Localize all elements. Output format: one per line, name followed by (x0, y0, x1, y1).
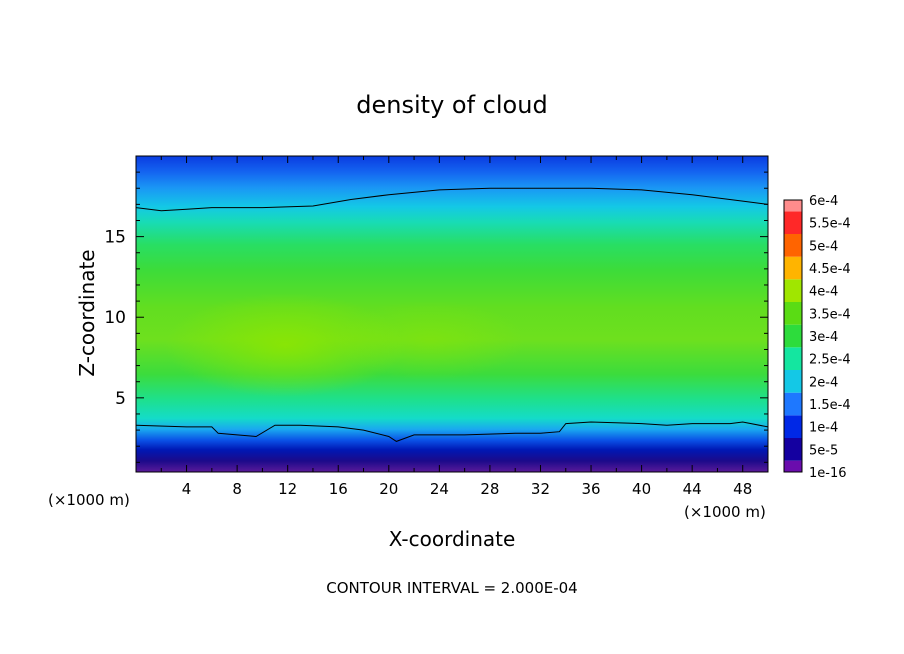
colorbar-label-2.5e-4: 2.5e-4 (809, 353, 851, 368)
colorbar-label-1e-16: 1e-16 (809, 466, 847, 481)
colorbar-label-3.5e-4: 3.5e-4 (809, 307, 851, 322)
colorbar-swatch-1e-16 (784, 460, 802, 472)
colorbar-label-5.5e-4: 5.5e-4 (809, 217, 851, 232)
x-tick-label-28: 28 (480, 480, 499, 498)
contour-interval: CONTOUR INTERVAL = 2.000E-04 (326, 579, 577, 597)
colorbar-label-1.5e-4: 1.5e-4 (809, 398, 851, 413)
x-tick-label-44: 44 (683, 480, 702, 498)
x-tick-label-36: 36 (581, 480, 600, 498)
colorbar-label-3e-4: 3e-4 (809, 330, 838, 345)
x-unit-right: (×1000 m) (684, 503, 766, 521)
colorbar-label-5e-5: 5e-5 (809, 443, 838, 458)
colorbar-swatch-2e-4 (784, 370, 802, 393)
colorbar-label-4e-4: 4e-4 (809, 285, 838, 300)
y-tick-label-5: 5 (115, 389, 126, 409)
colorbar-label-1e-4: 1e-4 (809, 421, 838, 436)
x-axis: 4 8 12 16 20 24 28 32 36 40 44 48 (160, 156, 752, 498)
colorbar-swatch-4e-4 (784, 279, 802, 302)
contour-lines (136, 187, 768, 442)
x-unit-left: (×1000 m) (48, 491, 130, 509)
x-tick-label-12: 12 (278, 480, 297, 498)
colorbar-label-6e-4: 6e-4 (809, 194, 838, 209)
x-tick-label-32: 32 (531, 480, 550, 498)
plot-frame (135, 155, 769, 473)
chart-title: density of cloud (356, 91, 547, 119)
density-core-2 (335, 300, 525, 380)
x-tick-label-24: 24 (430, 480, 449, 498)
colorbar-swatch-5.5e-4 (784, 211, 802, 234)
x-tick-label-4: 4 (182, 480, 192, 498)
x-tick-label-16: 16 (329, 480, 348, 498)
density-core (165, 293, 405, 397)
x-tick-label-8: 8 (232, 480, 242, 498)
colorbar-swatch-1.5e-4 (784, 392, 802, 416)
contour-line-1 (136, 187, 768, 212)
x-tick-label-48: 48 (733, 480, 752, 498)
colorbar: 1e-16 5e-5 1e-4 1.5e-4 2e-4 2.5e-4 3e-4 3.5e-4 4… (783, 194, 851, 481)
y-axis-label: Z-coordinate (75, 249, 99, 376)
contour-line-2 (136, 421, 768, 442)
colorbar-swatch-1e-4 (784, 415, 802, 438)
colorbar-swatch-6e-4 (784, 200, 802, 212)
colorbar-label-4.5e-4: 4.5e-4 (809, 262, 851, 277)
x-axis-label: X-coordinate (389, 527, 516, 551)
colorbar-swatch-4.5e-4 (784, 256, 802, 280)
colorbar-swatch-2.5e-4 (784, 347, 802, 370)
y-tick-label-15: 15 (104, 228, 126, 248)
y-axis: 5 10 15 (104, 171, 768, 463)
colorbar-swatch-5e-5 (784, 438, 802, 461)
colorbar-swatch-3e-4 (784, 324, 802, 348)
colorbar-swatch-5e-4 (784, 234, 802, 257)
colorbar-label-5e-4: 5e-4 (809, 239, 838, 254)
x-tick-label-40: 40 (632, 480, 651, 498)
colorbar-label-2e-4: 2e-4 (809, 375, 838, 390)
plot-field (136, 156, 768, 472)
colorbar-frame (783, 199, 803, 473)
x-tick-label-20: 20 (379, 480, 398, 498)
colorbar-swatch-3.5e-4 (784, 302, 802, 325)
y-tick-label-10: 10 (104, 308, 126, 328)
